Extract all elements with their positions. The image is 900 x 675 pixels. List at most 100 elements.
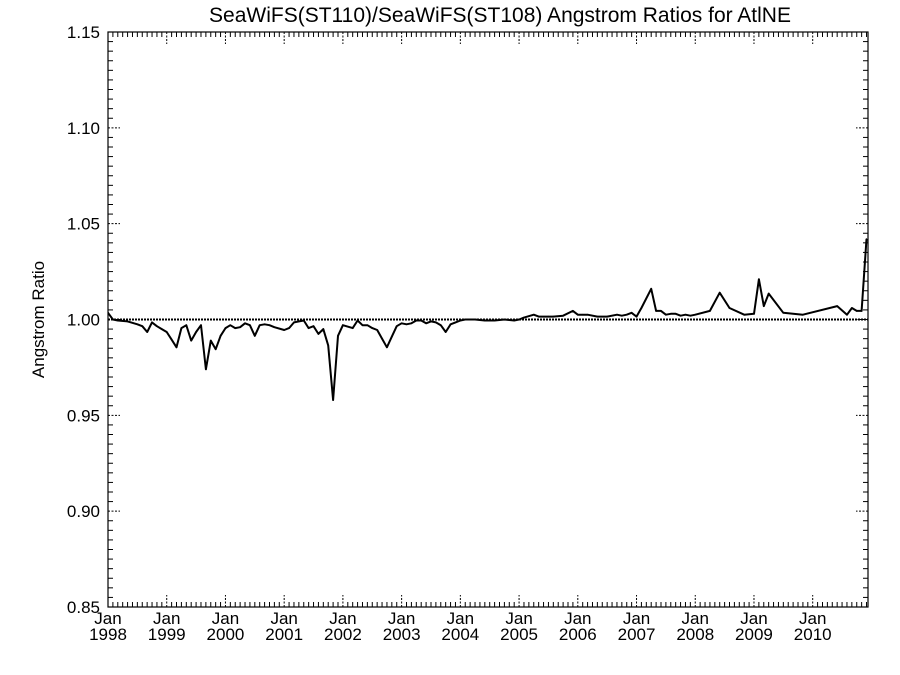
- data-point: [239, 326, 241, 329]
- data-point: [420, 319, 423, 322]
- data-point: [709, 310, 711, 312]
- x-tick-label-year: 1999: [148, 625, 186, 644]
- data-point: [214, 348, 217, 351]
- data-point: [293, 321, 295, 324]
- x-tick-label-year: 2007: [618, 625, 656, 644]
- data-point: [185, 324, 188, 327]
- data-point: [327, 344, 330, 347]
- data-point: [224, 327, 227, 329]
- data-point: [689, 314, 692, 317]
- x-tick-label-month: Jan: [270, 609, 297, 628]
- data-point: [552, 315, 555, 318]
- data-point: [229, 324, 232, 327]
- data-point: [170, 338, 173, 341]
- data-point: [503, 318, 506, 321]
- data-point: [386, 346, 388, 349]
- data-point: [141, 325, 144, 328]
- data-point: [572, 310, 574, 312]
- x-tick-label-month: Jan: [740, 609, 767, 628]
- data-point: [342, 324, 344, 327]
- x-tick-label-year: 1998: [89, 625, 127, 644]
- data-point: [650, 288, 652, 290]
- x-tick-label-year: 2000: [207, 625, 245, 644]
- y-tick-label: 0.95: [67, 406, 100, 425]
- data-point: [684, 313, 687, 316]
- data-point: [117, 319, 119, 322]
- data-point: [581, 313, 584, 316]
- data-point: [474, 318, 476, 321]
- x-tick-label-month: Jan: [682, 609, 709, 628]
- x-tick-label-year: 2006: [559, 625, 597, 644]
- data-point: [376, 329, 379, 331]
- data-point: [665, 313, 667, 316]
- data-point: [371, 327, 374, 329]
- data-point: [244, 322, 246, 325]
- data-point: [493, 319, 496, 322]
- x-tick-label-month: Jan: [564, 609, 591, 628]
- data-point: [366, 324, 369, 327]
- data-point: [630, 312, 633, 314]
- data-point: [249, 324, 251, 327]
- data-point: [395, 325, 398, 328]
- data-point: [518, 318, 520, 321]
- data-point: [670, 313, 672, 315]
- data-point: [190, 339, 192, 342]
- data-point: [679, 314, 682, 317]
- data-point: [268, 324, 271, 327]
- series-line: [108, 238, 868, 401]
- x-tick-label-year: 2002: [324, 625, 362, 644]
- x-tick-label-year: 2003: [383, 625, 421, 644]
- data-point: [454, 321, 457, 324]
- data-point: [655, 310, 657, 312]
- data-point: [332, 399, 334, 401]
- data-point: [596, 315, 599, 318]
- x-tick-label-month: Jan: [799, 609, 826, 628]
- data-point: [400, 322, 403, 325]
- data-point: [674, 313, 677, 315]
- y-tick-label: 1.00: [67, 311, 100, 330]
- data-point: [273, 326, 276, 329]
- data-point: [547, 315, 550, 318]
- data-point: [851, 307, 853, 309]
- data-point: [425, 322, 427, 325]
- x-tick-label-month: Jan: [212, 609, 239, 628]
- data-point: [846, 313, 848, 316]
- data-point: [210, 339, 212, 342]
- data-point: [562, 314, 564, 317]
- data-point: [175, 346, 178, 349]
- data-point: [356, 319, 359, 322]
- data-point: [860, 310, 863, 312]
- chart-title: SeaWiFS(ST110)/SeaWiFS(ST108) Angstrom R…: [209, 4, 791, 27]
- x-tick-label-year: 2009: [735, 625, 773, 644]
- data-point: [763, 305, 765, 307]
- data-point: [126, 320, 129, 323]
- x-tick-label-year: 2004: [441, 625, 479, 644]
- data-point: [205, 368, 207, 371]
- data-point: [464, 318, 467, 321]
- plot-area: 0.850.900.951.001.051.101.15Jan1998Jan19…: [29, 23, 869, 644]
- data-point: [855, 310, 858, 312]
- data-point: [435, 321, 437, 324]
- data-point: [836, 305, 838, 307]
- data-point: [165, 331, 168, 333]
- data-point: [513, 319, 515, 322]
- data-point: [200, 324, 202, 327]
- data-point: [718, 291, 721, 294]
- data-point: [533, 313, 535, 316]
- data-point: [743, 313, 745, 316]
- data-point: [195, 331, 197, 333]
- data-point: [317, 333, 320, 335]
- data-point: [322, 328, 325, 330]
- data-point: [288, 327, 290, 329]
- data-point: [728, 307, 731, 309]
- data-point: [361, 324, 364, 327]
- y-tick-label: 0.85: [67, 598, 100, 617]
- data-point: [635, 315, 638, 318]
- data-point: [440, 324, 442, 327]
- data-point: [523, 316, 525, 319]
- data-point: [606, 315, 608, 318]
- data-point: [405, 323, 408, 326]
- x-tick-label-year: 2001: [265, 625, 303, 644]
- data-point: [621, 314, 623, 317]
